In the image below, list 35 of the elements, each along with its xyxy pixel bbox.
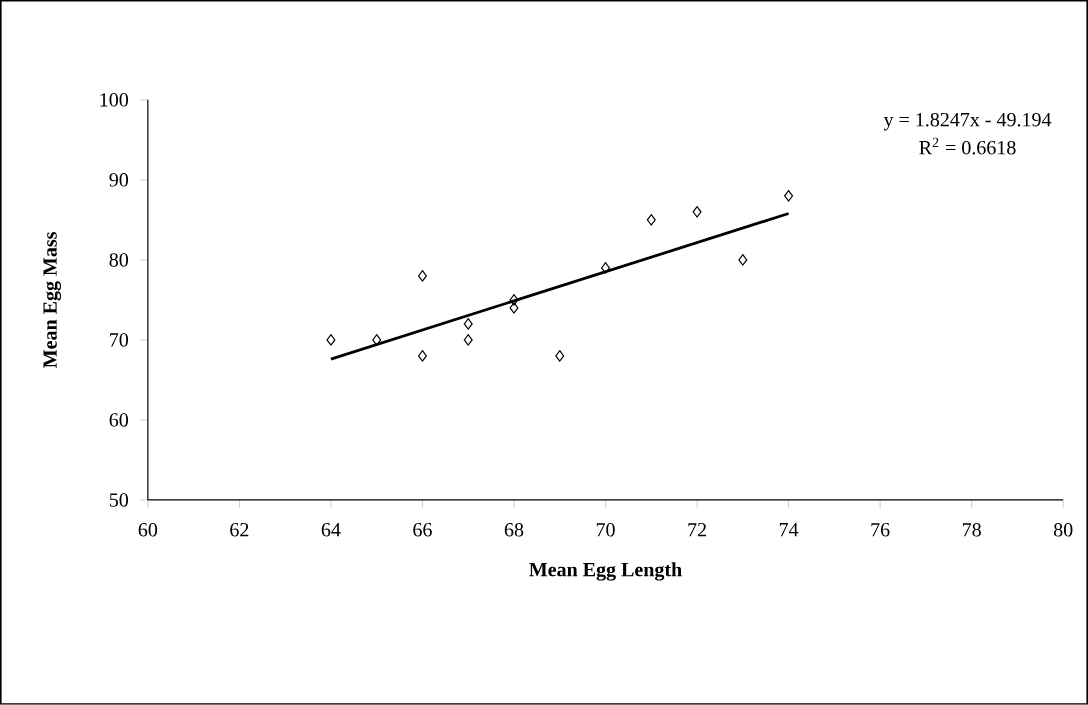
point <box>646 214 656 226</box>
x-tick-label: 72 <box>688 523 706 537</box>
y-axis-title: Mean Egg Mass <box>43 232 62 368</box>
x-tick-label: 60 <box>138 523 158 537</box>
x-tick-label: 66 <box>413 523 432 537</box>
point <box>601 262 611 274</box>
y-tick-label: 90 <box>109 173 129 187</box>
annotation: y = 1.8247x - 49.194 <box>883 112 1052 131</box>
point <box>509 294 519 306</box>
point <box>372 334 382 346</box>
y-tick-label: 70 <box>110 333 129 347</box>
point <box>417 270 427 282</box>
annotation: R$^{2}$ = 0.6618 <box>919 137 1016 155</box>
y-tick-label: 50 <box>109 493 129 507</box>
point <box>784 190 794 202</box>
x-tick-label: 68 <box>504 523 524 537</box>
point <box>326 334 336 346</box>
point <box>463 334 473 346</box>
x-tick-label: 78 <box>962 523 981 537</box>
x-tick-label: 64 <box>321 523 341 537</box>
x-tick-label: 62 <box>230 523 249 537</box>
point <box>509 302 519 314</box>
point <box>555 350 565 362</box>
point <box>692 206 702 218</box>
x-tick-label: 80 <box>1053 523 1073 537</box>
point <box>738 254 748 266</box>
x-tick-label: 76 <box>871 523 890 537</box>
x-axis-title: Mean Egg Length <box>529 562 682 581</box>
x-tick-label: 74 <box>779 523 799 537</box>
x-tick-label: 70 <box>596 523 615 537</box>
y-tick-label: 80 <box>109 253 129 267</box>
point <box>417 350 427 362</box>
y-tick-label: 60 <box>109 413 129 427</box>
y-tick-label: 100 <box>100 93 129 107</box>
point <box>463 318 473 330</box>
